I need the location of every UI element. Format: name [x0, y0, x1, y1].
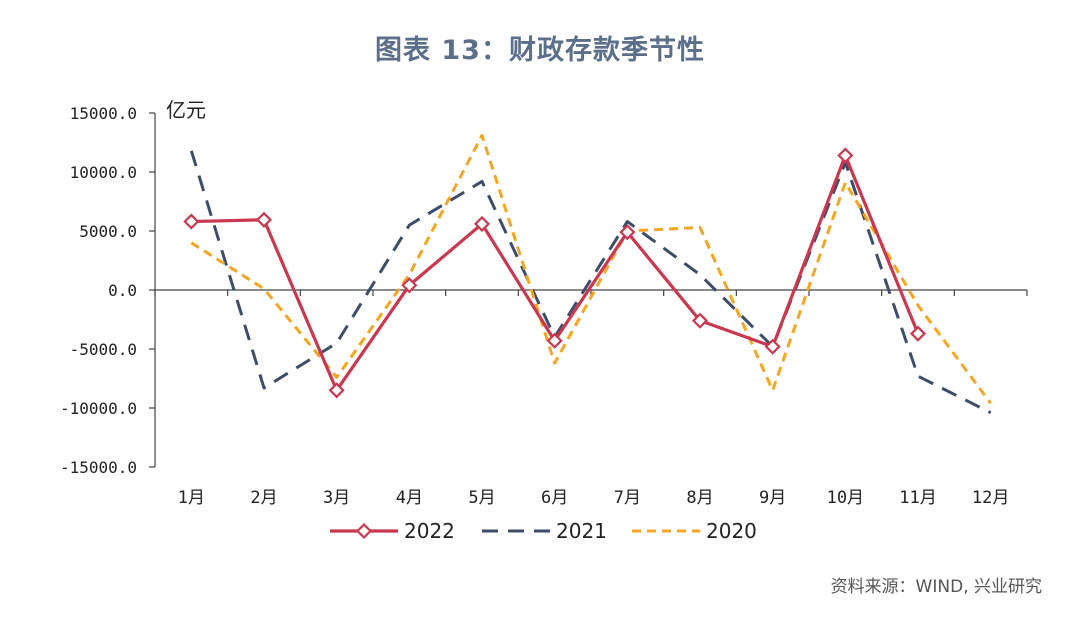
x-tick-label: 9月: [759, 488, 786, 508]
x-tick-label: 11月: [899, 488, 936, 508]
legend-marker-2022: [355, 522, 373, 540]
data-point-2022: [764, 338, 781, 355]
y-tick-label: 10000.0: [70, 163, 137, 182]
data-point-2022: [546, 332, 563, 349]
data-point-2022: [328, 382, 345, 399]
data-point-2022: [619, 224, 636, 241]
legend-label-2021: 2021: [556, 519, 607, 543]
x-tick-label: 6月: [541, 488, 568, 508]
series-layer: [183, 133, 992, 415]
data-point-2022: [255, 211, 273, 228]
data-point-2022: [837, 147, 854, 164]
legend-label-2020: 2020: [706, 519, 757, 543]
y-tick-label: 15000.0: [70, 104, 137, 123]
data-point-2022: [183, 213, 200, 230]
y-unit-label: 亿元: [166, 98, 206, 122]
x-tick-label: 4月: [396, 488, 423, 508]
x-tick-label: 12月: [972, 488, 1009, 508]
y-tick-label: 5000.0: [79, 222, 137, 241]
y-tick-label: 0.0: [108, 281, 137, 300]
series-line-2022: [191, 153, 920, 392]
legend-label-2022: 2022: [404, 519, 455, 543]
x-tick-label: 7月: [614, 488, 641, 508]
data-point-2022: [691, 312, 709, 329]
y-tick-label: -10000.0: [60, 399, 137, 418]
axes: 15000.0 10000.0 5000.0 0.0 -5000.0 -10000.0 -1…: [60, 98, 1028, 508]
x-tick-label: 8月: [686, 488, 713, 508]
y-tick-label: -5000.0: [70, 340, 137, 359]
series-line-2020: [190, 133, 992, 405]
data-point-2022: [909, 325, 927, 342]
series-line-2021: [189, 150, 992, 415]
y-tick-label: -15000.0: [60, 458, 137, 477]
x-tick-label: 2月: [250, 488, 277, 508]
chart-title: 图表 13：财政存款季节性: [375, 35, 705, 66]
x-tick-label: 5月: [468, 488, 495, 508]
data-point-2022: [401, 277, 418, 294]
x-tick-label: 10月: [827, 488, 864, 508]
data-point-2022: [473, 215, 491, 232]
legend: 2022 2021 2020: [330, 519, 757, 543]
x-tick-label: 1月: [178, 488, 205, 508]
x-tick-label: 3月: [323, 488, 350, 508]
source-note: 资料来源：WIND, 兴业研究: [830, 577, 1042, 597]
